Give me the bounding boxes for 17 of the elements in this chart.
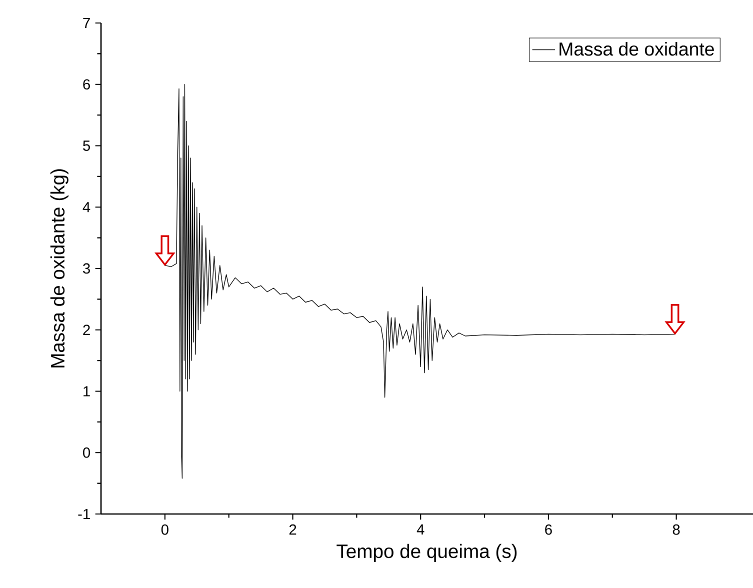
y-tick-label: 5 [83,140,90,151]
y-tick-label: 7 [83,18,90,28]
x-tick-label: 8 [672,524,680,535]
y-tick-label: 2 [83,324,90,335]
y-tick-label: 1 [84,386,90,396]
y-tick-label: 6 [83,79,90,90]
y-tick-label: -1 [78,508,90,520]
y-tick-label: 4 [82,202,90,212]
x-axis-title: Tempo de queima (s) [336,544,517,562]
y-tick-label: 0 [83,447,90,458]
legend-label: Massa de oxidante [560,42,714,56]
x-tick-label: 6 [545,524,552,535]
x-tick-label: 2 [289,524,296,535]
x-tick-label: 4 [416,524,424,534]
x-tick-label: 0 [161,524,168,535]
y-axis-title: Massa de oxidante (kg) [50,169,68,368]
y-tick-label: 3 [83,263,90,274]
